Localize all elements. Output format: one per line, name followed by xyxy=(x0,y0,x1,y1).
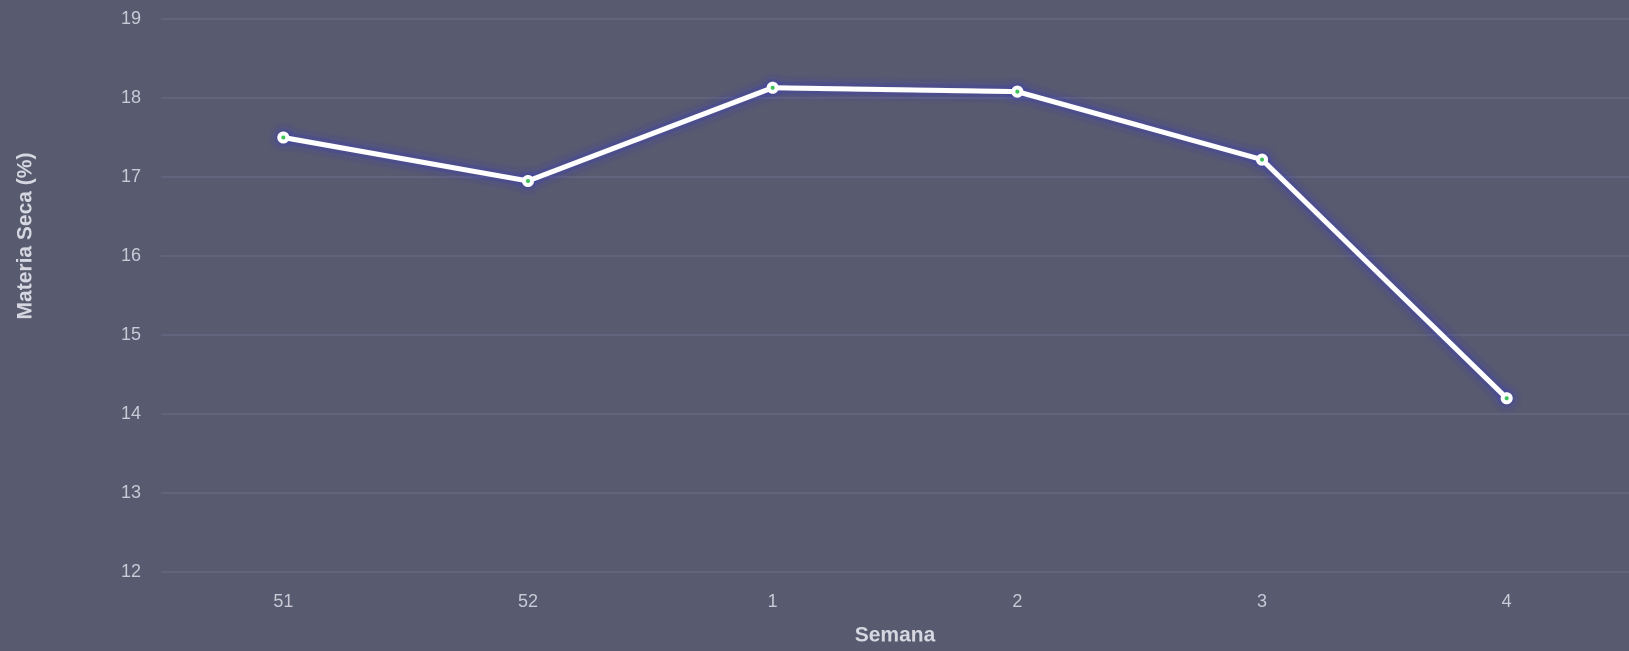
y-tick-label: 12 xyxy=(121,561,141,581)
y-tick-label: 14 xyxy=(121,403,141,423)
y-tick-label: 16 xyxy=(121,245,141,265)
x-axis-title: Semana xyxy=(855,624,936,647)
x-tick-label: 51 xyxy=(273,591,293,611)
y-tick-label: 18 xyxy=(121,87,141,107)
x-tick-label: 2 xyxy=(1012,591,1022,611)
y-tick-label: 15 xyxy=(121,324,141,344)
x-tick-label: 52 xyxy=(518,591,538,611)
point-center xyxy=(1504,396,1509,401)
point-center xyxy=(1260,157,1264,162)
y-tick-label: 19 xyxy=(121,8,141,28)
point-center xyxy=(1015,89,1020,94)
y-tick-label: 13 xyxy=(121,482,141,502)
y-tick-label: 17 xyxy=(121,166,141,186)
point-center xyxy=(526,178,530,183)
x-tick-label: 1 xyxy=(768,591,778,611)
series xyxy=(277,81,1513,405)
y-axis-title: Materia Seca (%) xyxy=(14,153,37,320)
x-tick-label: 3 xyxy=(1257,591,1267,611)
x-tick-label: 4 xyxy=(1502,591,1512,611)
point-center xyxy=(281,135,286,140)
point-center xyxy=(770,85,775,90)
line xyxy=(282,85,1509,400)
